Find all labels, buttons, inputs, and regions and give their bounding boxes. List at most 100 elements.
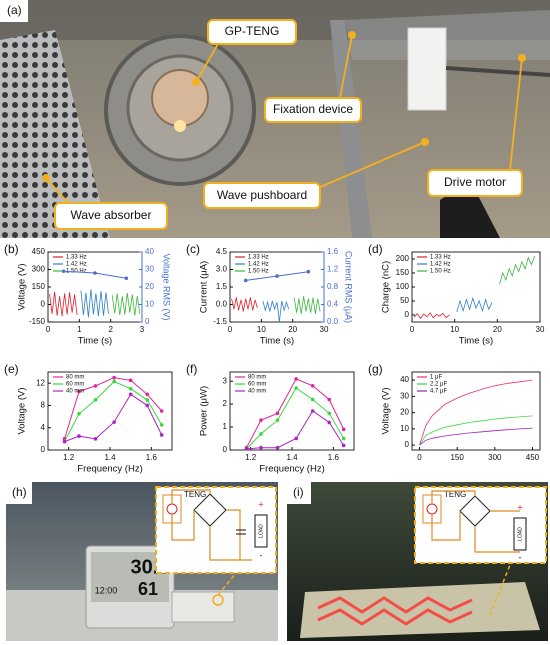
marker (341, 443, 346, 448)
marker (310, 397, 315, 402)
y-tick-label: 0 (223, 445, 228, 454)
marker (128, 378, 133, 383)
marker (294, 386, 298, 390)
y-tick-label: 450 (32, 247, 46, 256)
marker (128, 392, 133, 397)
marker (93, 437, 98, 441)
legend-label: 60 mm (66, 382, 84, 388)
panel-label: (a) (7, 3, 22, 17)
marker (259, 445, 263, 450)
marker (341, 436, 346, 441)
legend-label: 80 mm (248, 375, 266, 381)
x-tick-label: 0 (46, 325, 51, 334)
legend-label: 1.50 Hz (430, 269, 451, 275)
y-tick-label: 0 (405, 310, 410, 319)
motor-rod (445, 66, 550, 77)
legend-label: 1.42 Hz (430, 262, 451, 268)
y2-tick-label: 10 (145, 300, 154, 309)
y-tick-label: 0 (41, 445, 46, 454)
x-tick-label: 20 (288, 325, 297, 334)
series-line (419, 415, 533, 446)
source-label: TENG (184, 490, 206, 499)
y2-tick-label: 0.8 (327, 282, 339, 291)
marker (294, 436, 298, 441)
y-tick-label: 150 (32, 282, 46, 291)
y-tick-label: 4 (41, 423, 46, 432)
y-tick-label: 3 (223, 376, 228, 385)
legend-label: 1.50 Hz (248, 269, 269, 275)
y-tick-label: 4.5 (216, 247, 228, 256)
marker (93, 271, 97, 275)
y2-tick-label: 0.0 (327, 317, 339, 326)
x-tick-label: 10 (257, 325, 266, 334)
y-tick-label: 150 (396, 268, 410, 277)
y2-tick-label: 1.2 (327, 265, 339, 274)
x-tick-label: 300 (488, 453, 502, 462)
y-tick-label: 1.5 (216, 282, 228, 291)
x-tick-label: 30 (536, 325, 545, 334)
marker (341, 427, 346, 432)
y2-tick-label: 0.4 (327, 300, 339, 309)
x-axis-title: Frequency (Hz) (259, 464, 324, 475)
series-line (49, 291, 78, 317)
minus-sign: - (260, 550, 263, 560)
series-line (80, 289, 109, 318)
legend-label: 1.42 Hz (248, 262, 269, 268)
y-tick-label: 100 (396, 282, 410, 291)
x-axis-title: Time (s) (260, 336, 294, 347)
plot-frame (47, 251, 143, 323)
y-tick-label: 8 (41, 401, 46, 410)
legend-label: 2.2 μF (430, 382, 447, 388)
annotation: Wave absorber (71, 208, 152, 222)
marker (145, 403, 149, 408)
wires (171, 489, 252, 561)
x-tick-label: 1.6 (328, 453, 340, 462)
series-line (499, 256, 536, 285)
series-line (246, 410, 345, 450)
y2-tick-label: 0 (145, 317, 150, 326)
series-line (262, 300, 290, 323)
y-axis-title: Charge (nC) (381, 261, 392, 313)
y2-tick-label: 20 (145, 282, 154, 291)
x-axis-title: Frequency (Hz) (77, 464, 142, 475)
circuit-inset: TENG LOAD + - (414, 486, 547, 564)
legend-label: 4.7 μF (430, 389, 447, 395)
y-tick-label: 2 (223, 399, 228, 408)
load-label: LOAD (517, 527, 523, 541)
y-tick-label: 30 (400, 391, 409, 400)
plot-frame (229, 251, 325, 323)
load-box (513, 517, 527, 551)
leader-line (195, 43, 219, 83)
y-axis-title: Voltage (V) (381, 388, 392, 435)
x-tick-label: 1.6 (146, 453, 158, 462)
circuit-inset: TENG LOAD + - (155, 486, 277, 574)
y-tick-label: 10 (400, 424, 409, 433)
series-line (293, 296, 321, 314)
series-line (231, 297, 258, 312)
x-tick-label: 30 (320, 325, 329, 334)
marker (306, 269, 311, 274)
y-tick-label: 0 (405, 440, 410, 449)
annotation: Fixation device (273, 102, 353, 116)
legend-label: 80 mm (66, 375, 84, 381)
led-array (317, 596, 473, 614)
device-light (174, 120, 186, 132)
legend-label: 40 mm (248, 389, 266, 395)
marker (275, 445, 280, 450)
legend-label: 1.33 Hz (66, 255, 87, 261)
y-tick-label: 1 (223, 422, 228, 431)
marker (77, 389, 81, 394)
y2-axis-title: Voltage RMS (V) (162, 253, 172, 320)
marker (310, 409, 315, 413)
display-time: 12:00 (95, 585, 118, 595)
y-tick-label: 20 (400, 408, 409, 417)
y2-axis-title: Current RMS (μA) (344, 251, 354, 323)
marker (275, 418, 280, 422)
x-tick-label: 1 (77, 325, 82, 334)
marker (243, 278, 248, 283)
y-axis-title: Power (μW) (199, 386, 210, 436)
y2-tick-label: 30 (145, 265, 154, 274)
x-tick-label: 3 (140, 325, 145, 334)
marker (93, 398, 98, 402)
